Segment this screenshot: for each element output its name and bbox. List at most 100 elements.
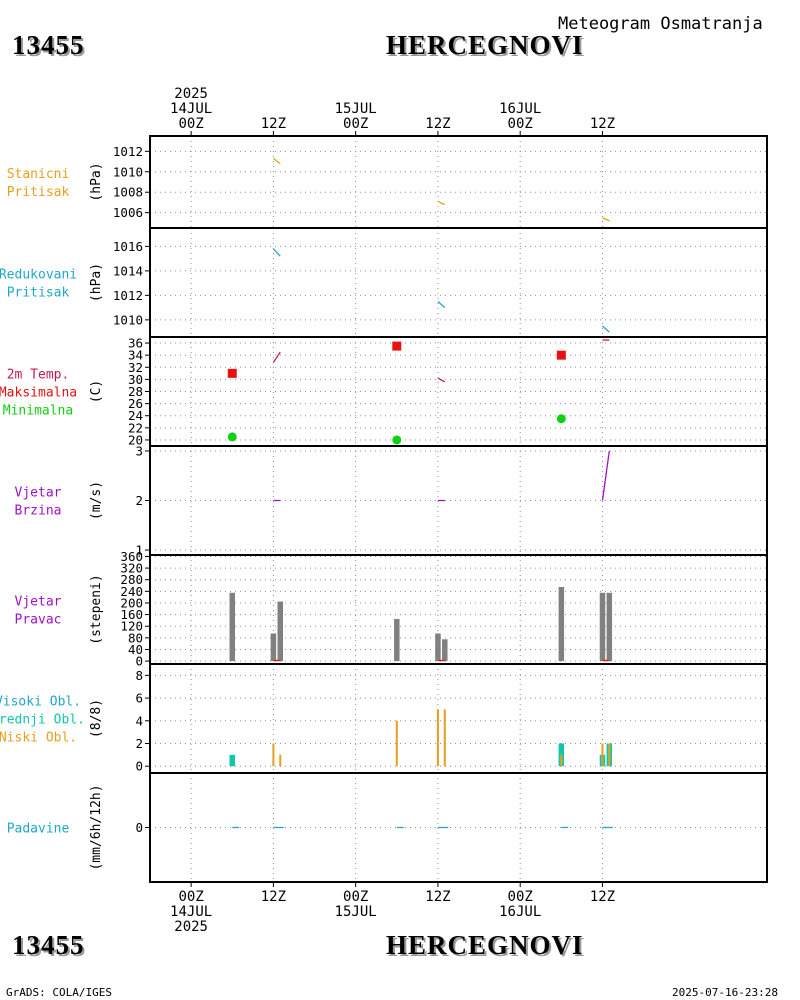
x-tick-label-bottom: 12Z (425, 889, 450, 905)
panel-label: Visoki Obl. (0, 695, 81, 710)
y-axis-unit: (hPa) (89, 162, 104, 201)
footer-station-id: 13455 (12, 930, 85, 960)
panel-label: Pritisak (7, 286, 70, 301)
x-tick-label-top: 00Z (178, 116, 203, 132)
x-tick-label-top: 2025 (174, 86, 208, 102)
data-bar (229, 754, 236, 767)
y-tick-label: 30 (128, 372, 143, 387)
y-tick-label: 160 (120, 607, 143, 622)
data-marker-dot (227, 432, 237, 442)
data-bar (599, 592, 606, 662)
data-segment (602, 325, 610, 333)
y-tick-label: 3 (135, 443, 143, 458)
y-tick-label: 240 (120, 584, 143, 599)
x-tick-label-bottom: 12Z (261, 889, 286, 905)
panel-frame (149, 772, 768, 883)
grads-credit: GrADS: COLA/IGES (6, 986, 112, 999)
data-bar (229, 592, 236, 662)
y-tick-label: 1016 (113, 239, 143, 254)
y-tick-label: 6 (135, 691, 143, 706)
data-segment (437, 300, 446, 309)
y-tick-label: 24 (128, 408, 143, 423)
y-tick-label: 1 (135, 543, 143, 558)
generated-timestamp: 2025-07-16-23:28 (672, 986, 778, 999)
x-tick-label-top: 12Z (425, 116, 450, 132)
data-bar (279, 754, 282, 767)
panel-frame (149, 663, 768, 774)
y-tick-label: 1010 (113, 312, 143, 327)
x-tick-label-bottom: 00Z (508, 889, 533, 905)
panel-frame (149, 554, 768, 665)
y-tick-label: 120 (120, 619, 143, 634)
x-tick-label-bottom: 12Z (590, 889, 615, 905)
y-tick-label: 26 (128, 396, 143, 411)
data-bar (270, 633, 277, 662)
panel-label: Pravac (15, 613, 62, 628)
panel-frame (149, 336, 768, 447)
data-segment (601, 450, 610, 501)
data-bar (558, 586, 565, 662)
y-tick-label: 0 (135, 820, 143, 835)
x-tick-label-bottom: 14JUL (170, 904, 212, 920)
y-axis-unit: (hPa) (89, 263, 104, 302)
panel-label: Niski Obl. (0, 731, 77, 746)
panel-label: Vjetar (15, 486, 62, 501)
data-segment (272, 248, 281, 257)
y-tick-label: 40 (128, 642, 143, 657)
data-marker-square (556, 350, 566, 360)
data-segment (273, 157, 281, 165)
data-bar (272, 743, 275, 767)
data-bar (601, 743, 604, 767)
data-bar (606, 592, 613, 662)
panel-label: Brzina (15, 504, 62, 519)
panel-frame (149, 135, 768, 229)
x-tick-label-top: 00Z (508, 116, 533, 132)
data-marker-square (392, 341, 402, 351)
x-tick-label-top: 15JUL (335, 101, 377, 117)
y-axis-unit: (C) (89, 380, 104, 403)
footer-station-name: HERCEGNOVI (386, 930, 584, 960)
panel-label: Vjetar (15, 595, 62, 610)
data-marker-square (227, 368, 237, 378)
station-id: 13455 (12, 30, 85, 60)
panel-frame (149, 227, 768, 338)
y-axis-unit: (stepeni) (89, 574, 104, 644)
y-tick-label: 1010 (113, 164, 143, 179)
data-bar (560, 754, 563, 767)
data-bar (277, 601, 283, 662)
panel-frame (149, 445, 768, 556)
data-bar (394, 618, 400, 662)
data-bar (435, 633, 441, 662)
y-tick-label: 34 (128, 348, 143, 363)
y-tick-label: 2 (135, 736, 143, 751)
data-bar (443, 709, 446, 767)
y-tick-label: 360 (120, 549, 143, 564)
data-bar (442, 639, 448, 662)
data-segment (437, 200, 446, 206)
y-tick-label: 1008 (113, 185, 143, 200)
panel-label: Minimalna (3, 404, 73, 419)
data-marker-dot (392, 435, 402, 445)
x-tick-label-top: 12Z (261, 116, 286, 132)
x-tick-label-top: 12Z (590, 116, 615, 132)
x-tick-label-bottom: 00Z (178, 889, 203, 905)
y-axis-unit: (mm/6h/12h) (89, 784, 104, 870)
data-bar (608, 743, 611, 767)
y-tick-label: 1014 (113, 263, 143, 278)
y-axis-unit: (m/s) (89, 481, 104, 520)
y-tick-label: 1012 (113, 288, 143, 303)
x-tick-label-bottom: 00Z (343, 889, 368, 905)
data-marker-dot (556, 414, 566, 424)
panel-label: Pritisak (7, 185, 70, 200)
y-tick-label: 1012 (113, 144, 143, 159)
x-tick-label-bottom: 16JUL (499, 904, 541, 920)
y-tick-label: 0 (135, 654, 143, 669)
panel-label: 2m Temp. (7, 368, 70, 383)
y-tick-label: 0 (135, 759, 143, 774)
panel-label: Redukovani (0, 268, 77, 283)
y-tick-label: 1006 (113, 205, 143, 220)
x-tick-label-top: 16JUL (499, 101, 541, 117)
data-bar (395, 720, 398, 767)
y-tick-label: 4 (135, 713, 143, 728)
